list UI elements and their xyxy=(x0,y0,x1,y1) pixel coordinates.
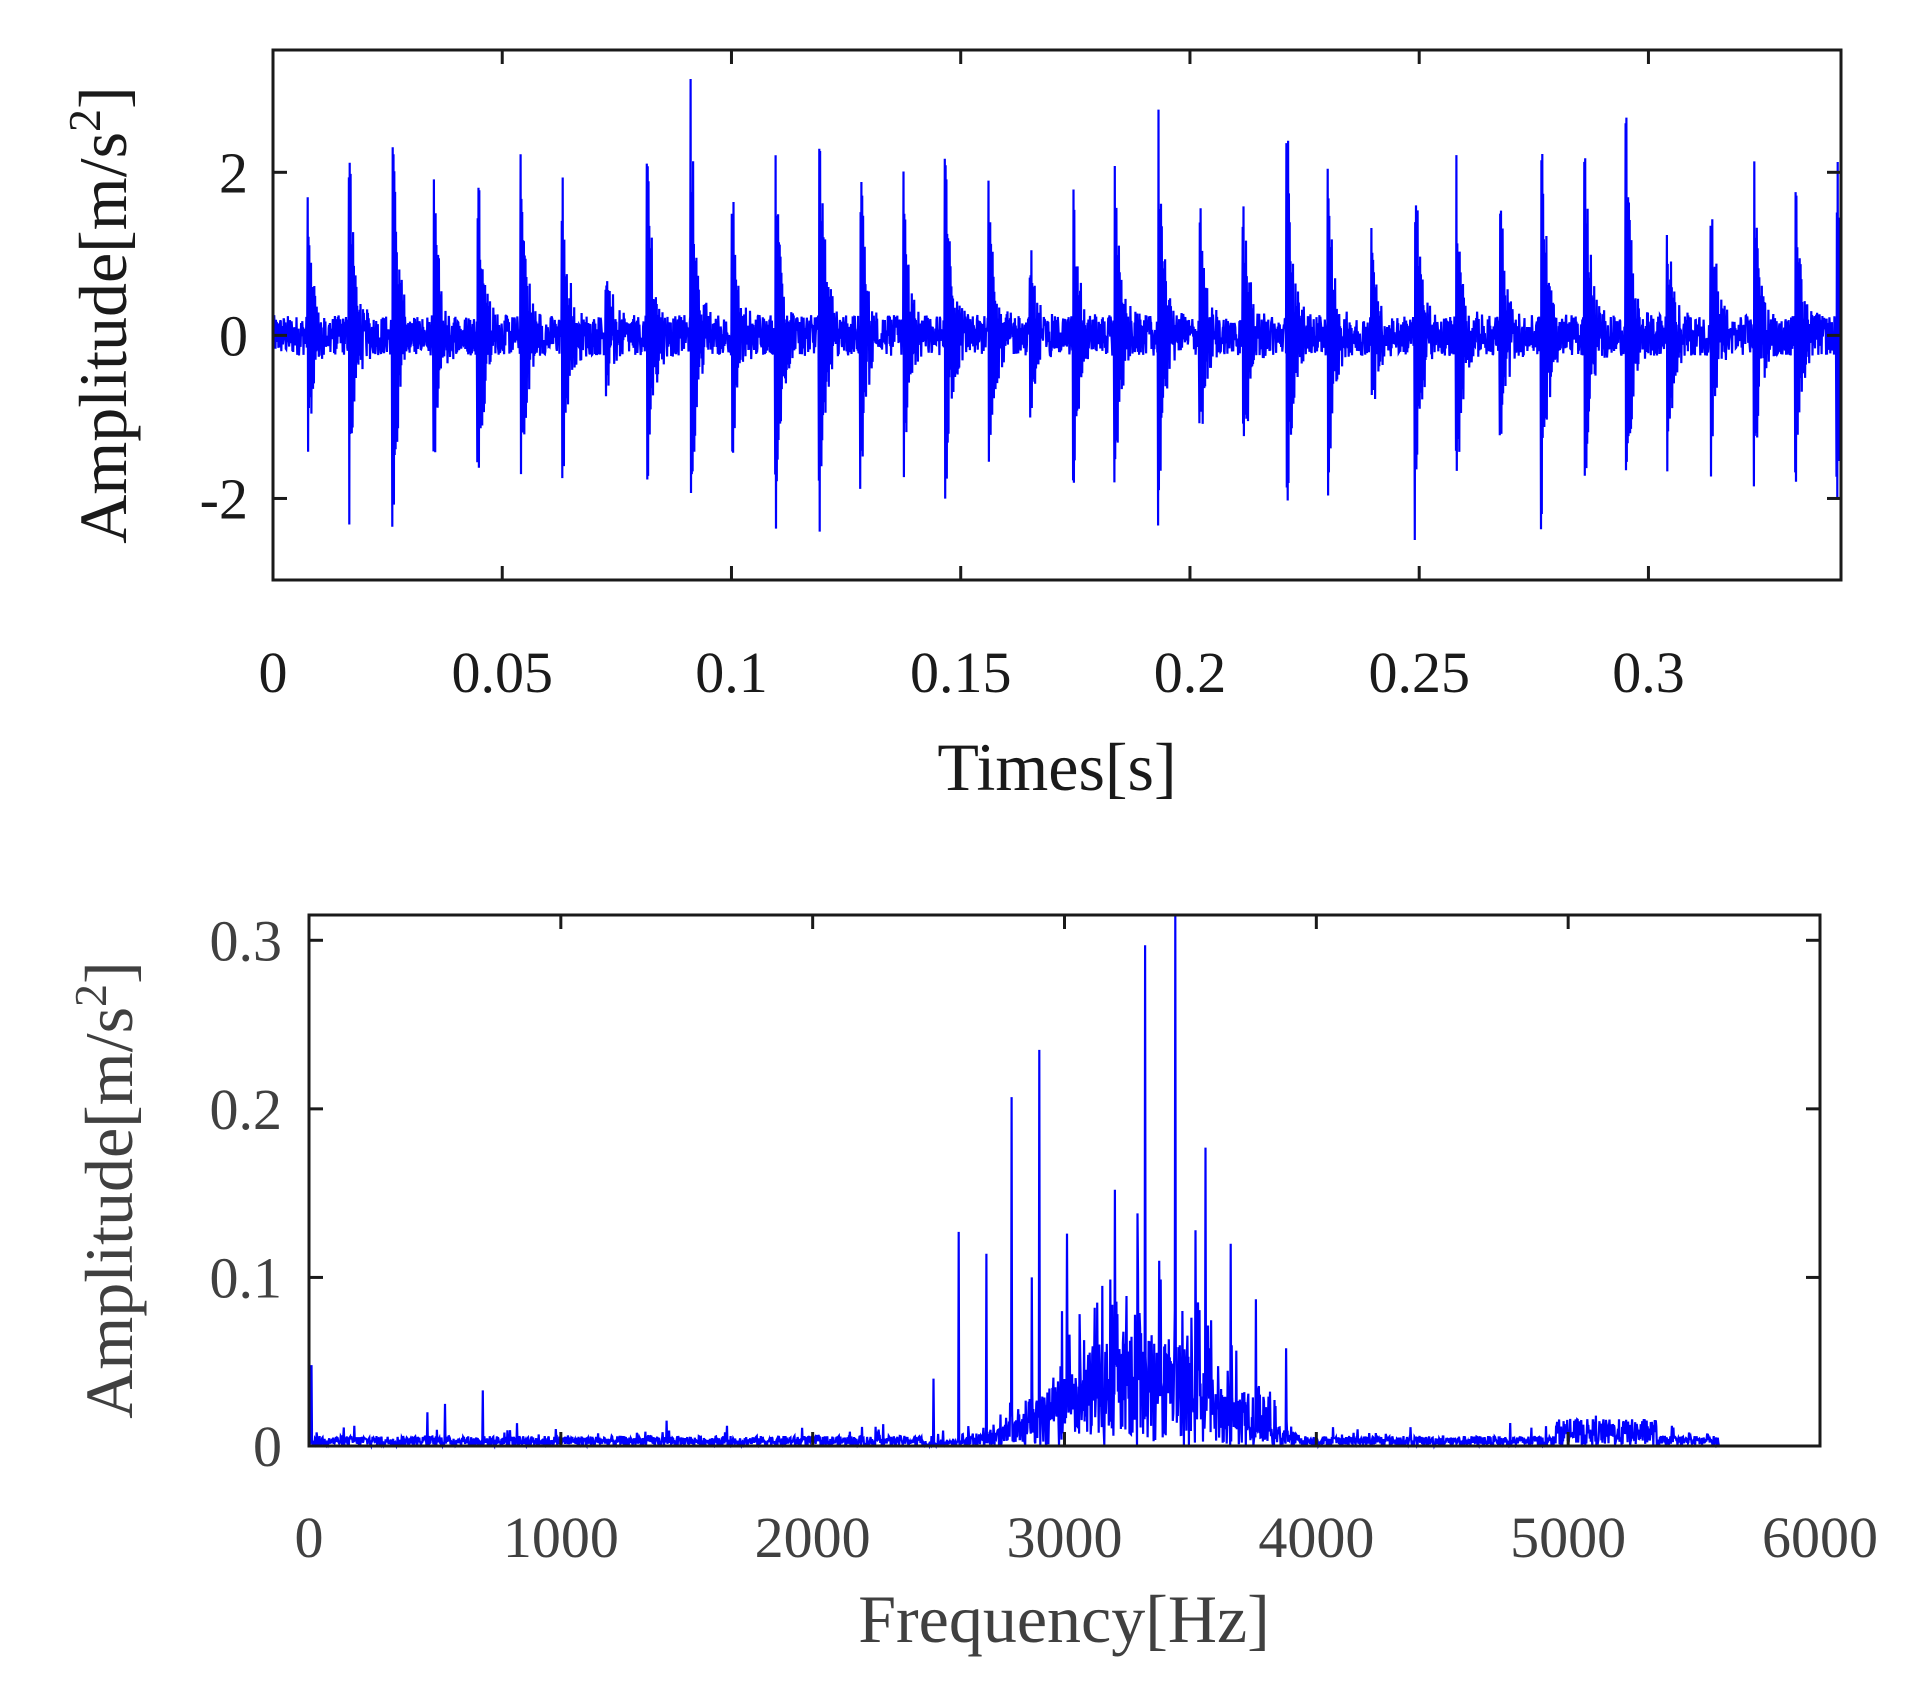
time-y-axis-label-exponent: 2 xyxy=(59,109,110,132)
time-x-tick-label: 0.1 xyxy=(695,640,768,705)
time-plot-frame xyxy=(271,48,1843,582)
time-x-tick-label: 0.25 xyxy=(1368,640,1470,705)
frequency-x-axis-label: Frequency[Hz] xyxy=(858,1581,1270,1657)
time-signal-line xyxy=(271,78,1843,541)
spectrum-plot-frame xyxy=(307,913,1822,1448)
frequency-y-tick-label: 0.3 xyxy=(210,908,283,973)
frequency-x-tick-label: 5000 xyxy=(1510,1505,1626,1570)
time-x-tick-label: 0.2 xyxy=(1154,640,1227,705)
frequency-x-tick-label: 6000 xyxy=(1762,1505,1878,1570)
time-y-tick-label: 0 xyxy=(219,303,248,368)
time-domain-chart: 0 0.05 0.1 0.15 0.2 0.25 0.3 -2 0 2 Times[s] Ampl… xyxy=(59,48,1843,805)
frequency-y-tick-label: 0 xyxy=(253,1414,282,1479)
frequency-y-axis-label-exponent: 2 xyxy=(65,984,116,1007)
frequency-x-tick-label: 2000 xyxy=(755,1505,871,1570)
time-x-tick-label: 0 xyxy=(259,640,288,705)
time-x-tick-label: 0.05 xyxy=(451,640,553,705)
frequency-x-tick-label: 3000 xyxy=(1007,1505,1123,1570)
frequency-y-tick-label: 0.2 xyxy=(210,1077,283,1142)
time-axis-ticks: 0 0.05 0.1 0.15 0.2 0.25 0.3 -2 0 2 xyxy=(200,50,1841,705)
frequency-domain-chart: 0 1000 2000 3000 4000 5000 6000 0 0.1 0.2 0.3 Freq… xyxy=(65,908,1878,1657)
frequency-x-tick-label: 0 xyxy=(295,1505,324,1570)
time-y-tick-label: 2 xyxy=(219,140,248,205)
time-y-axis-label: Amplitude[m/s2] xyxy=(59,86,141,543)
frequency-y-axis-label: Amplitude[m/s2] xyxy=(65,961,147,1418)
frequency-x-tick-label: 4000 xyxy=(1258,1505,1374,1570)
frequency-x-tick-label: 1000 xyxy=(503,1505,619,1570)
time-signal-series xyxy=(271,78,1843,541)
time-x-tick-label: 0.15 xyxy=(910,640,1012,705)
time-x-axis-label: Times[s] xyxy=(937,729,1176,805)
frequency-y-tick-label: 0.1 xyxy=(210,1245,283,1310)
spectrum-series xyxy=(307,914,1820,1450)
frequency-axis-ticks: 0 1000 2000 3000 4000 5000 6000 0 0.1 0.2 0.3 xyxy=(210,908,1879,1570)
time-y-tick-label: -2 xyxy=(200,466,248,531)
time-x-tick-label: 0.3 xyxy=(1612,640,1685,705)
spectrum-line xyxy=(307,914,1820,1450)
